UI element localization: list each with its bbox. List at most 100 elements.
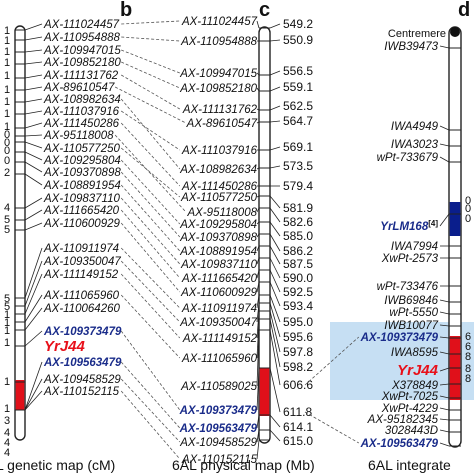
panel-b-position-label: 1 (4, 57, 10, 69)
panel-c-position-connector (269, 195, 281, 209)
map-link-line (121, 36, 180, 42)
panel-d-marker-label: IWB69846 (384, 295, 438, 307)
panel-c-position-connector (269, 281, 281, 307)
map-markers: 11111111100002455551111113444AX-11102445… (4, 16, 471, 466)
map-link-line (121, 20, 180, 25)
panel-b-position-label: 5 (4, 224, 10, 236)
panel-b-marker-label: AX-95118008 (43, 130, 114, 142)
panel-b-position-label: 1 (4, 376, 10, 388)
panel-b-position-label: 0 (4, 145, 10, 157)
panel-c-position-connector (269, 257, 281, 279)
panel-d-marker-label: AX-95182345 (367, 414, 439, 426)
panel-d-position-label: 8 (465, 373, 471, 385)
panel-b-connector (24, 74, 43, 79)
panel-c-connector (256, 318, 260, 359)
panel-b-connector (24, 247, 43, 299)
map-link-line (120, 209, 181, 279)
panel-c-marker-label: AX-109458529 (179, 437, 257, 449)
panel-c-position-label: 587.5 (283, 257, 313, 271)
map-link-line (120, 330, 181, 411)
map-link-line (120, 159, 181, 225)
panel-c-position-label: 549.2 (283, 17, 313, 31)
panel-b-marker-label: AX-111024457 (43, 19, 120, 31)
panel-c-connector (256, 269, 260, 279)
panel-b-marker-label: AX-109852180 (43, 57, 121, 69)
panel-b-connector (24, 222, 43, 231)
panel-b-marker-label: AX-109458529 (43, 374, 121, 386)
panel-c-position-label: 586.2 (283, 244, 313, 258)
panel-b-position-label: 5 (4, 293, 10, 305)
panel-b-connector (24, 294, 43, 323)
panel-b-position-label: 1 (4, 35, 10, 47)
panel-d-position-label: 6 (465, 331, 471, 343)
panel-b-connector (24, 361, 43, 411)
panel-c-marker-label: AX-89610547 (186, 118, 258, 130)
panel-c-position-label: 562.5 (283, 99, 313, 113)
panel-c-position-label: 581.9 (283, 201, 313, 215)
panel-c-marker-label: AX-111065960 (181, 353, 258, 365)
panel-b-connector (24, 260, 43, 307)
map-link-line (120, 98, 181, 170)
panel-c-position-connector (269, 221, 281, 237)
panel-c-connector (256, 72, 260, 76)
panel-c-marker-label: AX-110954888 (180, 36, 257, 48)
panel-b-connector (24, 209, 43, 221)
panel-c-connector (256, 195, 260, 198)
panel-c-connector (256, 414, 260, 429)
panel-c-position-connector (269, 165, 281, 169)
panel-c-marker-label: AX-110589025 (180, 381, 257, 393)
panel-c-connector (256, 167, 260, 170)
panel-d-connector (439, 336, 450, 339)
yrj44-interval-band-c (259, 368, 270, 416)
panel-b-connector (24, 330, 43, 347)
panel-d-marker-label: XwPt-2573 (381, 253, 439, 265)
map-link-line (120, 247, 181, 309)
panel-c-position-label: 597.8 (283, 345, 313, 359)
panel-b-marker-label: AX-110600929 (43, 218, 120, 230)
gene-label-yrj44: YrJ44 (44, 338, 86, 355)
map-link-line (120, 147, 181, 198)
panel-d-position-label: 0 (465, 195, 471, 207)
panel-b-connector (24, 61, 43, 65)
map-link-line (114, 86, 187, 124)
panel-c-marker-label: AX-109947015 (179, 68, 257, 80)
panel-d-marker-label: wPt-733476 (377, 281, 439, 293)
panel-b-marker-label: AX-111131762 (43, 70, 119, 82)
panel-c-position-label: 615.0 (283, 434, 313, 448)
panel-c-position-connector (269, 23, 281, 29)
panel-c-connector (256, 310, 260, 339)
chromosome-c (258, 26, 271, 444)
panel-c-marker-label: AX-109852180 (179, 83, 257, 95)
panel-c-position-label: 614.1 (283, 420, 313, 434)
panel-b-position-label: 1 (4, 317, 10, 329)
panel-c-marker-label: AX-111149152 (182, 333, 258, 345)
panel-b-position-label: 3 (4, 415, 10, 427)
map-link-line (304, 336, 360, 386)
panel-c-connector (256, 281, 260, 293)
panel-c-connector (256, 439, 260, 460)
panel-b-marker-label: AX-109947015 (43, 45, 121, 57)
panel-b-marker-label: AX-109350047 (43, 256, 121, 268)
panel-b-marker-label: AX-110911974 (43, 243, 119, 255)
panel-c-marker-label: AX-111037916 (181, 145, 258, 157)
panel-b-connector (24, 197, 43, 209)
panel-c-position-connector (269, 318, 281, 368)
map-link-line (121, 61, 180, 89)
panel-d-marker-label: X378849 (391, 380, 439, 392)
panel-b-marker-label: AX-108891954 (43, 180, 121, 192)
panel-c-position-connector (269, 367, 281, 413)
panel-b-position-label: 1 (4, 96, 10, 108)
centromere-label: Centremere (388, 28, 446, 40)
panel-c-position-connector (269, 207, 281, 223)
panel-c-marker-label: AX-110577250 (180, 192, 257, 204)
panel-d-marker-label: wPt-733679 (377, 152, 439, 164)
panel-d-position-label: 0 (465, 203, 471, 215)
panel-c-marker-label: AX-109370898 (179, 232, 257, 244)
panel-c-connector (256, 245, 260, 252)
panel-d-marker-label: YrLM168[4] (380, 219, 438, 234)
panel-b-marker-label: AX-109373479 (43, 326, 122, 338)
chromosome-b (14, 25, 26, 441)
panel-b-connector (24, 378, 43, 411)
panel-c-position-connector (269, 120, 281, 123)
